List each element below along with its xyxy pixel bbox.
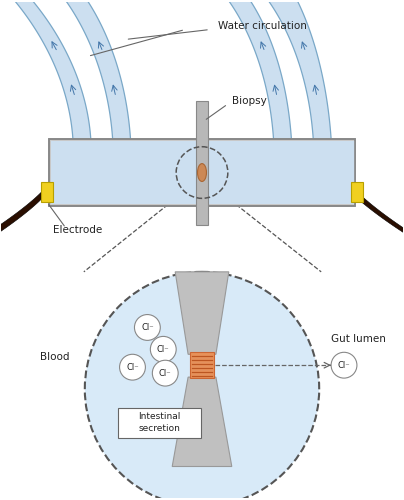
Polygon shape (175, 272, 229, 354)
Circle shape (85, 272, 319, 500)
Polygon shape (51, 141, 196, 204)
Circle shape (152, 360, 178, 386)
Text: Biopsy: Biopsy (232, 96, 267, 106)
Bar (41, 182, 53, 203)
Bar (351, 182, 363, 203)
Circle shape (150, 336, 176, 362)
FancyBboxPatch shape (118, 408, 201, 438)
Ellipse shape (198, 164, 206, 182)
Bar (49, 139, 355, 206)
Polygon shape (63, 0, 130, 139)
Polygon shape (0, 192, 41, 264)
Circle shape (120, 354, 145, 380)
Text: Intestinal
secretion: Intestinal secretion (138, 412, 181, 433)
Text: Electrode: Electrode (53, 225, 102, 235)
Circle shape (135, 314, 160, 340)
Polygon shape (351, 192, 404, 257)
Text: Gut lumen: Gut lumen (331, 334, 386, 344)
Circle shape (331, 352, 357, 378)
Text: Cl⁻: Cl⁻ (157, 345, 170, 354)
Text: Cl⁻: Cl⁻ (141, 323, 154, 332)
Polygon shape (208, 141, 355, 204)
Bar (196, 101, 208, 225)
Polygon shape (226, 0, 291, 139)
Polygon shape (208, 141, 355, 204)
Text: Cl⁻: Cl⁻ (159, 368, 172, 378)
Bar (190, 352, 214, 378)
Polygon shape (11, 0, 91, 139)
Bar (49, 139, 355, 206)
Text: Cl⁻: Cl⁻ (126, 362, 139, 372)
Polygon shape (172, 377, 232, 466)
Polygon shape (265, 0, 331, 139)
Text: Blood: Blood (40, 352, 70, 362)
Text: Cl⁻: Cl⁻ (338, 360, 350, 370)
Text: Water circulation: Water circulation (218, 20, 307, 30)
Polygon shape (51, 141, 196, 204)
